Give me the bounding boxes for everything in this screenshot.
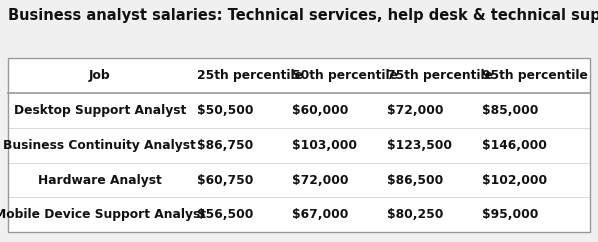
Text: $102,000: $102,000 [482,174,547,187]
Text: $146,000: $146,000 [482,139,547,152]
Text: 75th percentile: 75th percentile [387,69,493,82]
Text: $50,500: $50,500 [197,104,254,117]
Text: Desktop Support Analyst: Desktop Support Analyst [14,104,186,117]
Text: $86,750: $86,750 [197,139,254,152]
Text: Business analyst salaries: Technical services, help desk & technical support: Business analyst salaries: Technical ser… [8,8,598,23]
Text: Business Continuity Analyst: Business Continuity Analyst [4,139,196,152]
Text: 25th percentile: 25th percentile [197,69,303,82]
Text: $56,500: $56,500 [197,208,254,221]
Text: $95,000: $95,000 [482,208,538,221]
Text: $60,750: $60,750 [197,174,254,187]
Bar [8,58,590,232]
Text: $80,250: $80,250 [387,208,444,221]
Text: Mobile Device Support Analyst: Mobile Device Support Analyst [0,208,206,221]
Text: $72,000: $72,000 [387,104,444,117]
Text: Job: Job [89,69,111,82]
Text: $103,000: $103,000 [292,139,357,152]
Text: 95th percentile: 95th percentile [482,69,588,82]
Text: $72,000: $72,000 [292,174,349,187]
Text: $86,500: $86,500 [387,174,443,187]
Text: $123,500: $123,500 [387,139,452,152]
Text: $60,000: $60,000 [292,104,349,117]
Text: 50th percentile: 50th percentile [292,69,398,82]
Text: $67,000: $67,000 [292,208,349,221]
Text: Hardware Analyst: Hardware Analyst [38,174,161,187]
Text: $85,000: $85,000 [482,104,538,117]
